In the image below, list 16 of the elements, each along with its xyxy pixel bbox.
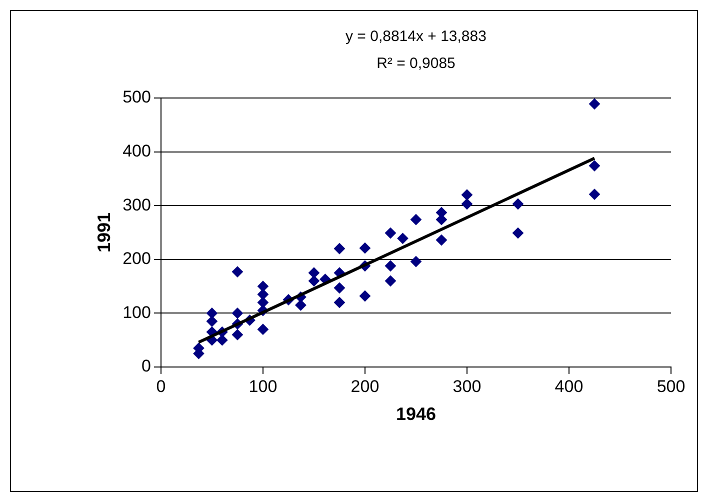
y-tick-label: 100 (122, 302, 151, 322)
x-tick-label: 100 (248, 376, 278, 396)
x-tick-label: 300 (452, 376, 482, 396)
text: y = 0,8814x + 13,883 (346, 28, 486, 46)
x-tick-label: 500 (656, 376, 686, 396)
y-tick-label: 500 (122, 88, 151, 107)
y-tick-label: 200 (122, 249, 151, 268)
x-tick-label: 400 (554, 376, 584, 396)
text: R² = 0,9085 (376, 55, 456, 72)
y-tick-label: 300 (122, 195, 151, 214)
x-axis-title: 1946 (396, 404, 436, 424)
x-tick-label: 0 (156, 376, 166, 396)
y-axis-title: 1991 (94, 212, 114, 253)
y-tick-label: 400 (122, 141, 151, 160)
x-tick-label: 200 (350, 376, 380, 396)
y-tick-label: 0 (141, 356, 151, 376)
